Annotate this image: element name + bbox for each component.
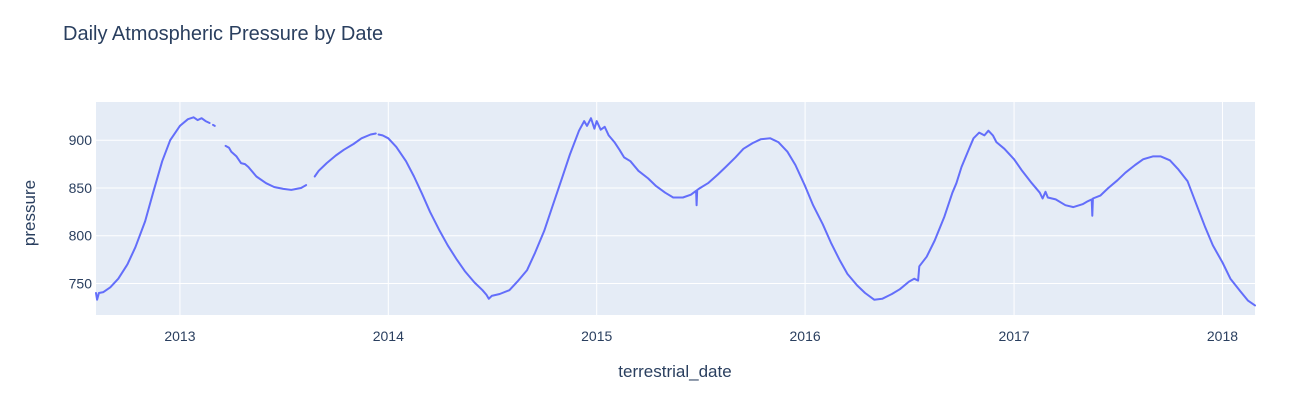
y-tick-label: 750: [69, 275, 93, 291]
x-tick-label: 2018: [1207, 328, 1238, 344]
x-tick-label: 2017: [998, 328, 1029, 344]
series-lines: [95, 116, 1256, 307]
series-line: [313, 132, 377, 178]
x-tick-label: 2013: [164, 328, 195, 344]
x-axis-ticks: 2013 2014 2015 2016 2017 2018: [164, 328, 1238, 344]
x-tick-label: 2016: [790, 328, 821, 344]
chart-title: Daily Atmospheric Pressure by Date: [63, 23, 383, 45]
plot-area: [96, 102, 1255, 315]
y-tick-label: 900: [69, 132, 93, 148]
series-line: [95, 116, 211, 301]
grid-lines: [96, 102, 1255, 315]
series-line: [224, 144, 308, 191]
series-line: [212, 123, 216, 127]
x-tick-label: 2014: [373, 328, 404, 344]
y-axis-ticks: 750 800 850 900: [69, 132, 93, 291]
y-tick-label: 800: [69, 228, 93, 244]
series-line: [377, 117, 1256, 307]
x-tick-label: 2015: [581, 328, 612, 344]
y-tick-label: 850: [69, 180, 93, 196]
y-axis-label: pressure: [20, 180, 39, 246]
x-axis-label: terrestrial_date: [618, 362, 731, 381]
